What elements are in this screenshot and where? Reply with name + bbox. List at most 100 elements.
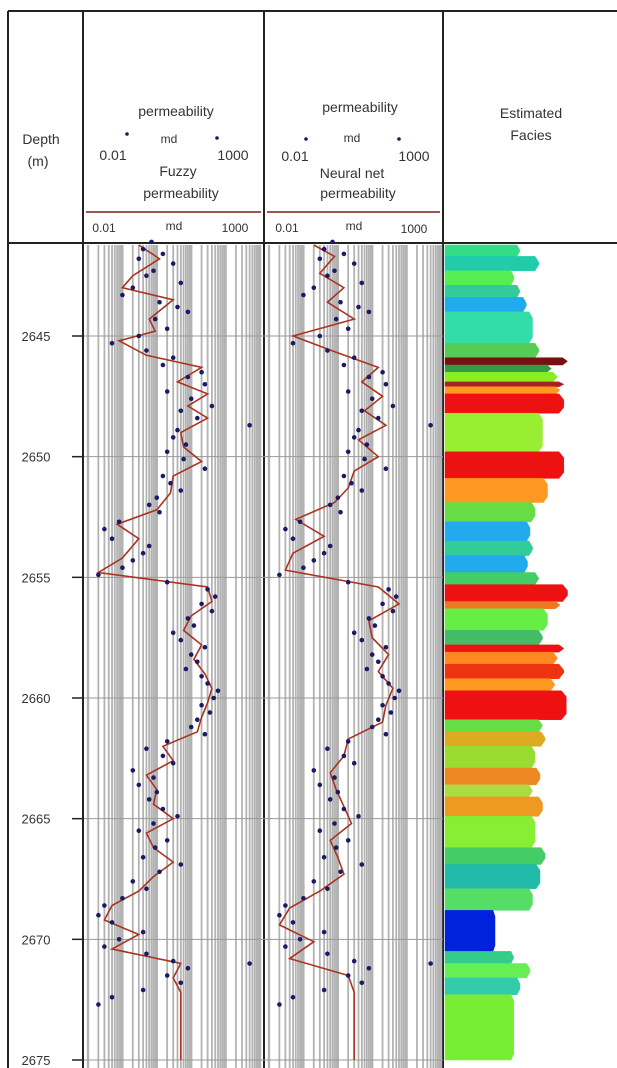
core-permeability-point [317, 256, 323, 262]
estimated-facies-column [444, 244, 568, 1061]
core-permeability-point [277, 912, 282, 918]
core-permeability-point [317, 828, 323, 833]
core-permeability-point [152, 845, 158, 850]
core-permeability-point [330, 239, 335, 245]
core-permeability-point [144, 886, 149, 891]
core-permeability-point [380, 601, 385, 607]
core-permeability-point [333, 845, 339, 850]
core-permeability-point [283, 944, 288, 949]
facies-interval [444, 994, 515, 1061]
facies-interval [444, 731, 546, 747]
core-permeability-point [376, 659, 381, 665]
core-permeability-point [290, 920, 296, 925]
core-permeability-point [136, 782, 142, 788]
core-permeability-point [188, 396, 194, 402]
facies-interval [444, 651, 558, 665]
core-permeability-point [351, 261, 357, 266]
facies-interval [444, 478, 548, 503]
core-permeability-point [325, 273, 330, 279]
core-permeability-point [164, 579, 170, 585]
core-permeability-point [102, 944, 107, 949]
core-permeability-point [369, 652, 375, 657]
facies-interval [444, 746, 536, 769]
core-permeability-point [175, 427, 180, 433]
core-permeability-point [157, 299, 162, 305]
facies-interval [444, 767, 541, 786]
facies-interval [444, 393, 565, 414]
core-permeability-point [317, 333, 323, 339]
core-permeability-point [144, 746, 149, 751]
core-permeability-point [130, 768, 136, 773]
core-permeability-point [366, 616, 372, 621]
fuzzy-line-unit: md [166, 219, 183, 233]
core-permeability-point [383, 645, 389, 650]
facies-interval [444, 796, 543, 817]
neural-track-grid [267, 245, 443, 1068]
core-permeability-point [376, 415, 381, 421]
core-permeability-point [290, 536, 296, 541]
fuzzy-line-scale-min: 0.01 [92, 221, 116, 235]
core-permeability-point [351, 760, 357, 766]
core-permeability-point [130, 879, 136, 884]
core-permeability-point [215, 688, 221, 694]
core-permeability-point [345, 326, 351, 332]
core-permeability-point [369, 396, 375, 402]
facies-interval [444, 311, 533, 344]
core-permeability-point [183, 442, 189, 447]
facies-interval [444, 784, 533, 798]
core-permeability-point [160, 806, 166, 812]
neural-points-scale-min: 0.01 [281, 148, 308, 164]
facies-title-2: Facies [510, 127, 551, 143]
core-permeability-point [211, 695, 216, 701]
core-permeability-point [178, 862, 184, 867]
core-permeability-point [116, 937, 122, 942]
fuzzy-track-core-points [96, 239, 252, 1007]
core-permeability-point [202, 466, 208, 472]
core-permeability-point [136, 828, 142, 833]
facies-interval [444, 572, 540, 585]
core-permeability-point [359, 280, 365, 286]
core-permeability-point [369, 724, 375, 730]
core-permeability-point [199, 369, 204, 375]
core-permeability-point [325, 951, 330, 957]
neural-curve-line [278, 244, 401, 1060]
core-permeability-point [277, 1002, 282, 1007]
core-permeability-point [345, 838, 351, 843]
core-permeability-point [146, 797, 152, 802]
core-permeability-point [170, 261, 176, 266]
core-permeability-point [321, 929, 327, 935]
neural-points-scale-min-marker [304, 137, 308, 141]
core-permeability-point [290, 995, 296, 1000]
core-permeability-point [140, 246, 146, 252]
core-permeability-point [321, 987, 327, 993]
fuzzy-line-curve-name-1: Fuzzy [159, 163, 196, 179]
core-permeability-point [209, 608, 215, 614]
core-permeability-point [301, 292, 306, 298]
core-permeability-point [120, 896, 125, 901]
core-permeability-point [332, 821, 337, 826]
core-permeability-point [109, 920, 115, 925]
core-permeability-point [311, 285, 317, 291]
core-permeability-point [109, 995, 115, 1000]
core-permeability-point [212, 594, 218, 599]
core-permeability-point [195, 659, 200, 665]
core-permeability-point [146, 502, 152, 508]
core-permeability-point [202, 731, 208, 737]
frame [7, 10, 617, 1068]
facies-interval [444, 381, 565, 387]
facies-interval [444, 951, 515, 964]
core-permeability-point [301, 896, 306, 901]
facies-interval [444, 663, 565, 679]
core-permeability-point [152, 316, 158, 322]
core-permeability-point [351, 435, 357, 440]
depth-tick-label: 2645 [22, 329, 51, 344]
core-permeability-point [144, 348, 149, 353]
core-permeability-point [195, 717, 200, 722]
core-permeability-point [345, 739, 351, 744]
depth-gridlines [84, 335, 443, 1061]
core-permeability-point [428, 423, 433, 428]
core-permeability-point [154, 789, 160, 795]
core-permeability-point [102, 903, 107, 908]
core-permeability-point [341, 473, 347, 479]
core-permeability-point [164, 973, 170, 978]
